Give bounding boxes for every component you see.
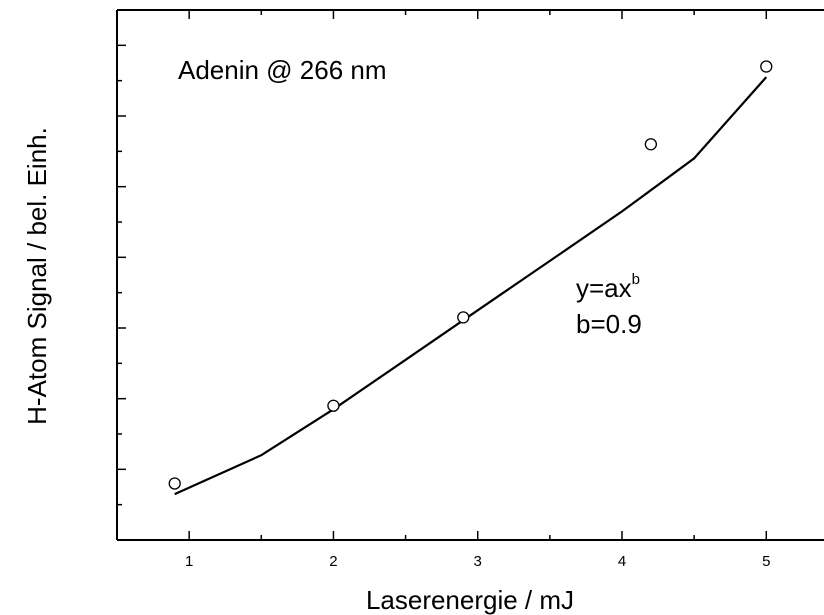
x-tick-label: 3 [474, 553, 482, 570]
data-point [168, 477, 181, 490]
fit-exponent-value: b=0.9 [576, 309, 642, 339]
data-point [644, 138, 658, 151]
x-tick-label: 4 [618, 553, 626, 570]
fit-layer [174, 76, 768, 496]
fit-equation-exponent: b [632, 271, 640, 288]
data-point [760, 60, 773, 73]
data-point [327, 399, 340, 412]
x-axis-title: Laserenergie / mJ [366, 585, 574, 615]
x-tick-label: 2 [329, 553, 337, 570]
y-axis-title: H-Atom Signal / bel. Einh. [22, 127, 52, 425]
fit-line [174, 76, 768, 496]
x-tick-labels: 1 2 3 4 5 [185, 553, 770, 570]
fit-equation-base: y=ax [576, 273, 632, 303]
x-ticks [188, 10, 768, 540]
fit-equation: y=axb [576, 271, 640, 303]
x-tick-label: 1 [185, 553, 193, 570]
data-point [457, 311, 470, 324]
x-tick-label: 5 [762, 553, 770, 570]
plot-frame [116, 9, 824, 541]
points-layer [168, 60, 773, 490]
y-ticks [117, 44, 126, 506]
sample-annotation: Adenin @ 266 nm [178, 55, 387, 85]
